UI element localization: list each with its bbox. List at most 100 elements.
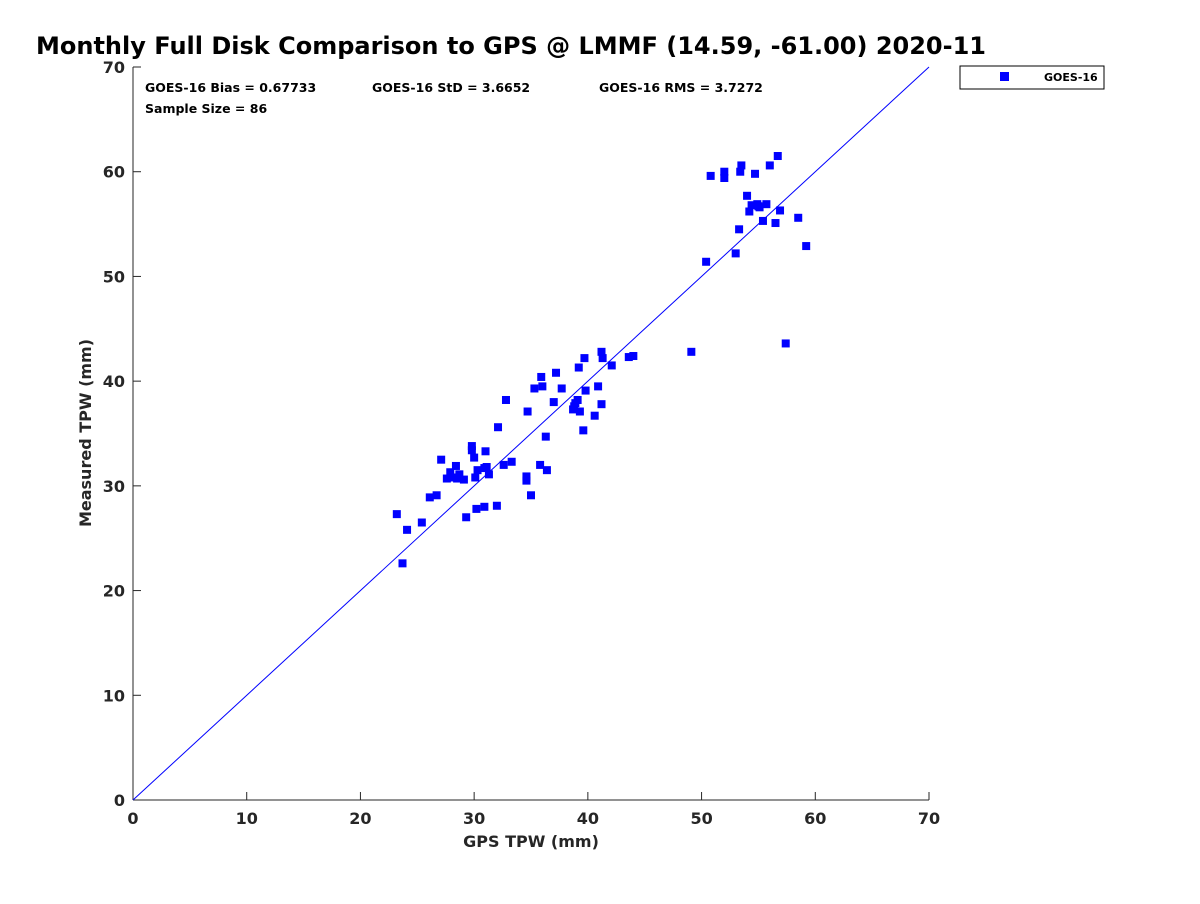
data-point	[537, 372, 546, 381]
data-point	[579, 426, 588, 435]
data-points	[392, 152, 811, 568]
data-point	[758, 216, 767, 225]
data-point	[765, 161, 774, 170]
data-point	[597, 347, 606, 356]
data-point	[573, 395, 582, 404]
data-point	[736, 167, 745, 176]
data-point	[538, 382, 547, 391]
data-point	[432, 491, 441, 500]
data-point	[467, 446, 476, 455]
data-point	[494, 423, 503, 432]
data-point	[536, 460, 545, 469]
data-point	[731, 249, 740, 258]
legend-marker	[1000, 72, 1009, 81]
data-point	[557, 384, 566, 393]
data-point	[751, 169, 760, 178]
data-point	[590, 411, 599, 420]
data-point	[453, 474, 462, 483]
data-point	[773, 152, 782, 161]
axes: 0 10 20 30 40 50 60 70 0 10 20 30 40 50 60 70	[103, 58, 940, 828]
data-point	[607, 361, 616, 370]
data-point	[735, 225, 744, 234]
data-point	[624, 353, 633, 362]
x-tick-label: 10	[236, 809, 258, 828]
data-point	[552, 368, 561, 377]
data-point	[437, 455, 446, 464]
data-point	[580, 354, 589, 363]
stat-bias: GOES-16 Bias = 0.67733	[145, 80, 316, 95]
data-point	[484, 470, 493, 479]
data-point	[501, 395, 510, 404]
data-point	[743, 191, 752, 200]
data-point	[702, 257, 711, 266]
data-point	[594, 382, 603, 391]
data-point	[523, 407, 532, 416]
data-point	[472, 504, 481, 513]
data-point	[459, 475, 468, 484]
data-point	[745, 207, 754, 216]
x-tick-label: 40	[577, 809, 599, 828]
data-point	[720, 167, 729, 176]
y-tick-label: 30	[103, 477, 125, 496]
chart-title: Monthly Full Disk Comparison to GPS @ LM…	[36, 32, 986, 60]
data-point	[425, 493, 434, 502]
data-point	[522, 472, 531, 481]
data-point	[467, 442, 476, 451]
y-tick-label: 0	[114, 791, 125, 810]
stat-sample-size: Sample Size = 86	[145, 101, 267, 116]
data-point	[499, 460, 508, 469]
data-point	[720, 173, 729, 182]
data-point	[802, 242, 811, 251]
data-point	[706, 171, 715, 180]
x-tick-label: 70	[918, 809, 940, 828]
data-point	[549, 398, 558, 407]
data-point	[446, 468, 455, 477]
data-point	[598, 354, 607, 363]
data-point	[574, 363, 583, 372]
data-point	[629, 352, 638, 361]
data-point	[442, 474, 451, 483]
data-point	[794, 213, 803, 222]
data-point	[754, 202, 763, 211]
x-tick-label: 50	[690, 809, 712, 828]
x-tick-label: 0	[127, 809, 138, 828]
data-point	[771, 219, 780, 228]
y-tick-label: 60	[103, 163, 125, 182]
data-point	[527, 491, 535, 500]
y-tick-label: 50	[103, 267, 125, 286]
data-point	[480, 502, 489, 511]
data-point	[541, 432, 550, 441]
data-point	[687, 347, 696, 356]
data-point	[492, 501, 501, 510]
reference-line-layer	[132, 66, 930, 801]
data-point	[507, 457, 516, 466]
data-point	[542, 466, 551, 475]
y-axis-label: Measured TPW (mm)	[76, 339, 95, 527]
data-point	[451, 461, 460, 470]
data-point	[581, 386, 590, 395]
data-point	[398, 559, 407, 568]
data-point	[762, 200, 771, 209]
data-point	[455, 470, 464, 479]
stat-std: GOES-16 StD = 3.6652	[372, 80, 530, 95]
one-to-one-line	[132, 66, 930, 801]
y-tick-label: 20	[103, 582, 125, 601]
data-point	[473, 466, 482, 475]
data-point	[597, 400, 606, 409]
data-point	[462, 513, 471, 522]
data-point	[470, 453, 479, 462]
data-point	[403, 525, 412, 534]
data-point	[417, 518, 426, 527]
x-tick-label: 60	[804, 809, 826, 828]
data-point	[737, 161, 746, 170]
legend-label: GOES-16	[1044, 71, 1098, 84]
y-tick-label: 70	[103, 58, 125, 77]
y-tick-label: 40	[103, 372, 125, 391]
data-point	[747, 201, 756, 210]
data-point	[781, 339, 790, 348]
x-tick-label: 30	[463, 809, 485, 828]
data-point	[482, 463, 491, 472]
data-point	[471, 473, 480, 482]
